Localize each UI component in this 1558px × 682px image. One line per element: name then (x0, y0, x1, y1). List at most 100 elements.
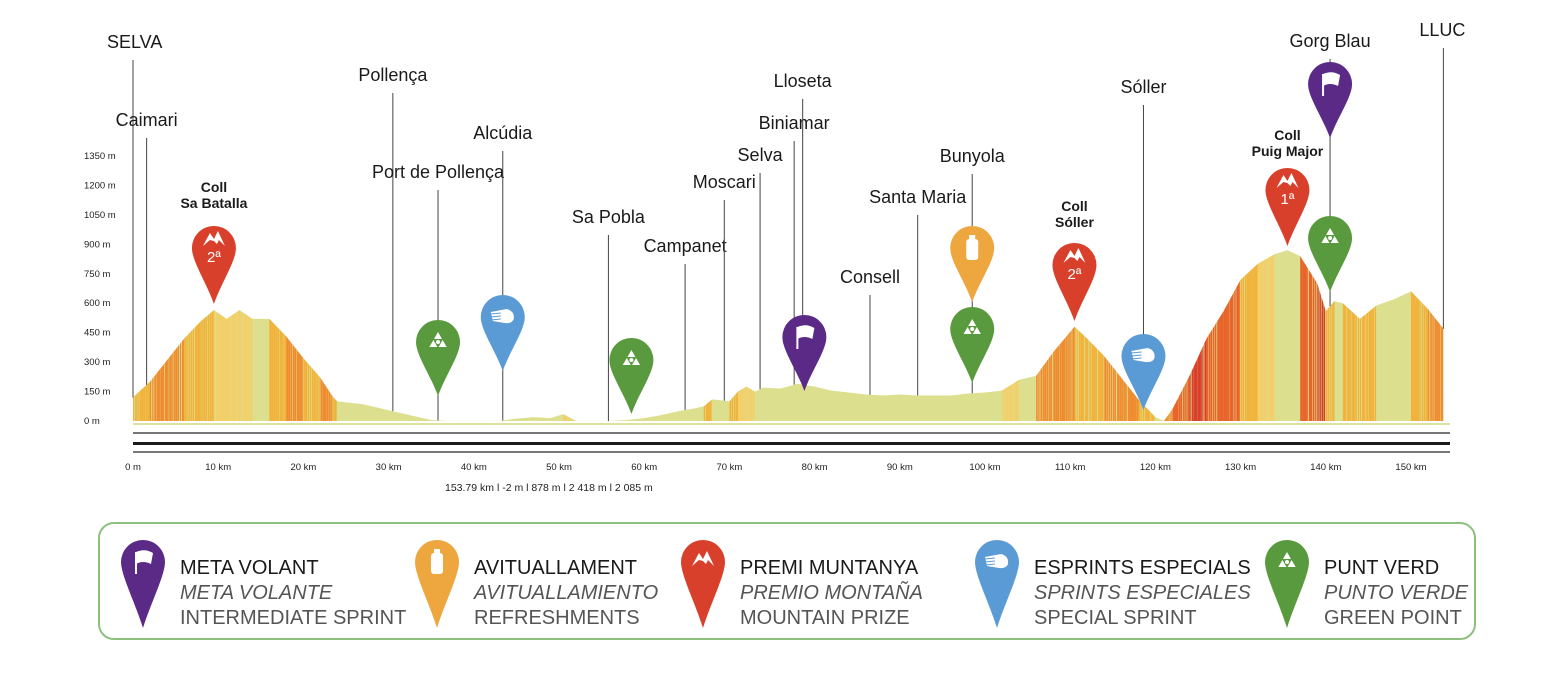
place-label: Moscari (693, 172, 756, 192)
gradient-stripe (203, 250, 206, 421)
gradient-stripe (1208, 250, 1211, 421)
gradient-stripe (1266, 250, 1268, 421)
legend-pin-body (975, 540, 1019, 628)
gradient-stripe (1310, 250, 1313, 421)
recycle-arrow (1287, 560, 1296, 568)
bottle-body (966, 239, 979, 260)
gradient-stripe (1217, 250, 1220, 421)
green-marker-pin (950, 307, 995, 383)
gradient-stripe (1319, 250, 1321, 421)
pin-body (782, 315, 827, 391)
place-label: Caimari (116, 110, 178, 130)
gradient-stripe (156, 250, 159, 421)
mountain-prize-marker: 1ª (1265, 168, 1310, 246)
mountain-icon (681, 540, 725, 628)
gradient-stripe (1172, 250, 1175, 421)
gradient-stripe (245, 250, 248, 421)
gradient-stripe (333, 250, 336, 421)
legend-label-ca: AVITUALLAMENT (474, 557, 637, 579)
gradient-stripe (1347, 250, 1350, 421)
gradient-stripe (1374, 250, 1377, 421)
x-tick-label: 120 km (1140, 462, 1171, 473)
gradient-stripe (224, 250, 227, 421)
gradient-stripe (141, 250, 144, 421)
gradient-stripe (1249, 250, 1252, 421)
gradient-stripe (135, 250, 137, 421)
mountain-shape (692, 551, 714, 566)
gradient-stripe (1438, 250, 1441, 421)
gradient-stripe (710, 250, 712, 421)
gradient-stripe (1353, 250, 1356, 421)
gradient-stripe (1313, 250, 1315, 421)
gradient-stripe (1342, 250, 1345, 421)
gradient-stripe (1308, 250, 1311, 421)
gradient-stripe (733, 250, 736, 421)
recycle-arrow (632, 358, 641, 365)
gradient-stripe (1234, 250, 1236, 421)
gradient-stripe (750, 250, 753, 421)
gradient-stripe (1042, 250, 1045, 421)
gradient-stripe (1048, 250, 1051, 421)
gradient-stripe (1074, 250, 1076, 421)
gradient-stripe (706, 250, 709, 421)
sprint-stripe (984, 560, 996, 563)
recycle-arrow (622, 358, 631, 365)
gradient-stripe (1413, 250, 1416, 421)
place-label: Pollença (358, 65, 428, 85)
gradient-stripe (269, 250, 272, 421)
gradient-stripe (1230, 250, 1233, 421)
climb-name-line2: Sa Batalla (180, 195, 247, 211)
x-tick-label: 150 km (1395, 462, 1426, 473)
legend-label-ca: PREMI MUNTANYA (740, 557, 919, 579)
distance-bar-bottom (133, 451, 1450, 453)
gradient-stripe (1212, 250, 1215, 421)
recycle-core (1328, 236, 1333, 240)
x-tick-label: 60 km (631, 462, 657, 473)
gradient-stripe (1270, 250, 1273, 421)
gradient-stripe (1093, 250, 1096, 421)
gradient-stripe (301, 250, 303, 421)
gradient-stripe (207, 250, 210, 421)
gradient-stripe (231, 250, 234, 421)
gradient-stripe (742, 250, 744, 421)
legend-label-ca: PUNT VERD (1324, 557, 1440, 579)
gradient-stripe (1327, 250, 1330, 421)
gradient-stripe (314, 250, 316, 421)
recycle-arrow (429, 340, 438, 347)
legend-label-es: PUNTO VERDE (1324, 582, 1469, 604)
legend-text: PUNT VERD PUNTO VERDE GREEN POINT (1324, 556, 1468, 631)
pin-body (1052, 243, 1097, 321)
gradient-stripe (196, 250, 200, 421)
gradient-stripe (567, 250, 569, 421)
gradient-stripe (1355, 250, 1357, 421)
place-label: Port de Pollença (372, 162, 505, 182)
gradient-stripe (1440, 250, 1444, 421)
gradient-stripe (1317, 250, 1319, 421)
gradient-stripe (1432, 250, 1434, 421)
place-label: Selva (738, 145, 784, 165)
gradient-stripe (143, 250, 146, 421)
gradient-stripe (213, 250, 216, 421)
gradient-stripe (237, 250, 240, 421)
gradient-stripe (1434, 250, 1437, 421)
pin-body (1265, 168, 1310, 246)
x-tick-label: 50 km (546, 462, 572, 473)
place-label: Consell (840, 267, 900, 287)
gradient-stripe (1012, 250, 1015, 421)
gradient-stripe (1104, 250, 1107, 421)
gradient-stripe (324, 250, 327, 421)
recycle-arrow (434, 332, 443, 339)
y-tick-label: 150 m (84, 387, 110, 398)
gradient-stripe (1315, 250, 1317, 421)
gradient-stripe (164, 250, 168, 421)
gradient-stripe (1240, 250, 1243, 421)
gradient-stripe (1219, 250, 1222, 421)
purple-marker-pin (1308, 62, 1353, 139)
gradient-stripe (186, 250, 188, 421)
gradient-stripe (1174, 250, 1177, 421)
climb-name-line2: Puig Major (1252, 143, 1324, 159)
gradient-stripe (139, 250, 142, 421)
sprint-stripe (984, 557, 996, 560)
bottle-body (431, 553, 443, 574)
gradient-stripe (1080, 250, 1084, 421)
